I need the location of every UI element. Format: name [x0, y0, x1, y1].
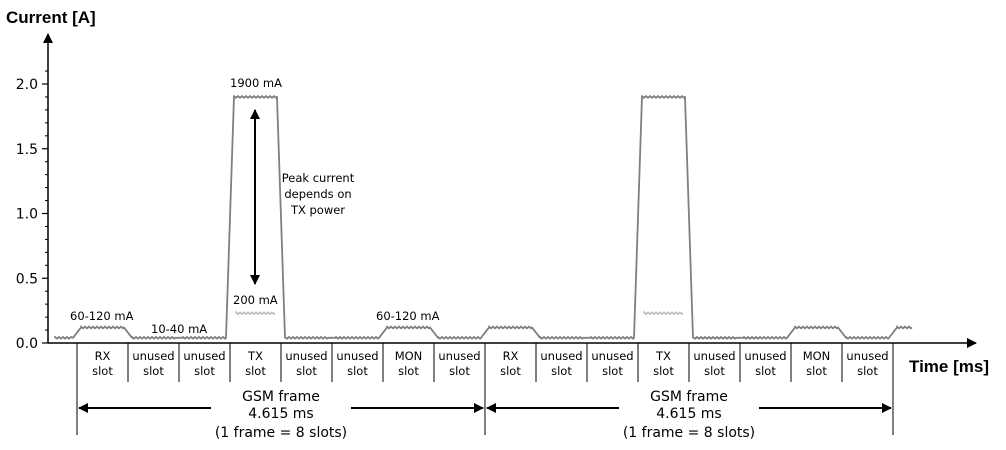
current-traces: [54, 95, 913, 340]
slot-label-word: slot: [806, 364, 827, 378]
slot-label-word: slot: [602, 364, 623, 378]
slot-label-type: RX: [95, 349, 111, 363]
slot-label-word: slot: [551, 364, 572, 378]
slot-label-type: unused: [285, 349, 327, 363]
y-tick-label: 1.5: [16, 142, 38, 158]
slot-label-type: unused: [183, 349, 225, 363]
slot-label-word: slot: [704, 364, 725, 378]
y-ticks: 0.0 0.5 1.0 1.5 2.0: [16, 70, 48, 352]
annotation-idle-current: 10-40 mA: [151, 322, 207, 336]
current-trace-main: [54, 95, 913, 340]
annotation-tx-low: 200 mA: [233, 293, 278, 307]
annotation-peak-note-line2: depends on: [284, 187, 351, 201]
slot-label-type: unused: [744, 349, 786, 363]
slot-label-type: unused: [132, 349, 174, 363]
slot-label-word: slot: [398, 364, 419, 378]
current-trace-low-tx: [643, 310, 684, 316]
slot-label-type: unused: [693, 349, 735, 363]
slot-label-word: slot: [92, 364, 113, 378]
slot-label-type: TX: [247, 349, 263, 363]
slot-label-word: slot: [653, 364, 674, 378]
y-axis-title: Current [A]: [6, 8, 96, 27]
slot-dividers: [76, 343, 894, 435]
annotation-rx-current: 60-120 mA: [70, 309, 134, 323]
slot-label-type: RX: [503, 349, 519, 363]
slot-label-word: slot: [245, 364, 266, 378]
annotation-peak-note-line3: TX power: [290, 203, 345, 217]
y-tick-label: 0.0: [16, 336, 38, 352]
slot-label-type: unused: [846, 349, 888, 363]
slot-label-word: slot: [296, 364, 317, 378]
slot-label-type: unused: [438, 349, 480, 363]
frame-duration: 4.615 ms: [656, 406, 721, 422]
slot-label-type: MON: [395, 349, 423, 363]
slot-labels: RXslotunusedslotunusedslotTXslotunusedsl…: [92, 349, 888, 378]
slot-label-type: TX: [655, 349, 671, 363]
slot-label-type: unused: [336, 349, 378, 363]
annotation-tx-peak: 1900 mA: [230, 76, 282, 90]
current-trace-low-tx: [235, 310, 276, 316]
slot-label-word: slot: [143, 364, 164, 378]
frame-note: (1 frame = 8 slots): [215, 425, 347, 441]
x-axis-title: Time [ms]: [909, 357, 989, 376]
y-tick-label: 0.5: [16, 271, 38, 287]
slot-label-type: unused: [591, 349, 633, 363]
slot-label-type: unused: [540, 349, 582, 363]
frame-name: GSM frame: [650, 389, 728, 405]
annotation-mon-current: 60-120 mA: [376, 309, 440, 323]
slot-label-word: slot: [500, 364, 521, 378]
slot-label-word: slot: [755, 364, 776, 378]
annotation-peak-note-line1: Peak current: [282, 171, 355, 185]
frame-name: GSM frame: [242, 389, 320, 405]
y-tick-label: 1.0: [16, 207, 38, 223]
frame-note: (1 frame = 8 slots): [623, 425, 755, 441]
frame-duration: 4.615 ms: [248, 406, 313, 422]
slot-label-word: slot: [194, 364, 215, 378]
slot-label-word: slot: [347, 364, 368, 378]
slot-label-word: slot: [449, 364, 470, 378]
y-tick-label: 2.0: [16, 77, 38, 93]
slot-label-type: MON: [803, 349, 831, 363]
slot-label-word: slot: [857, 364, 878, 378]
